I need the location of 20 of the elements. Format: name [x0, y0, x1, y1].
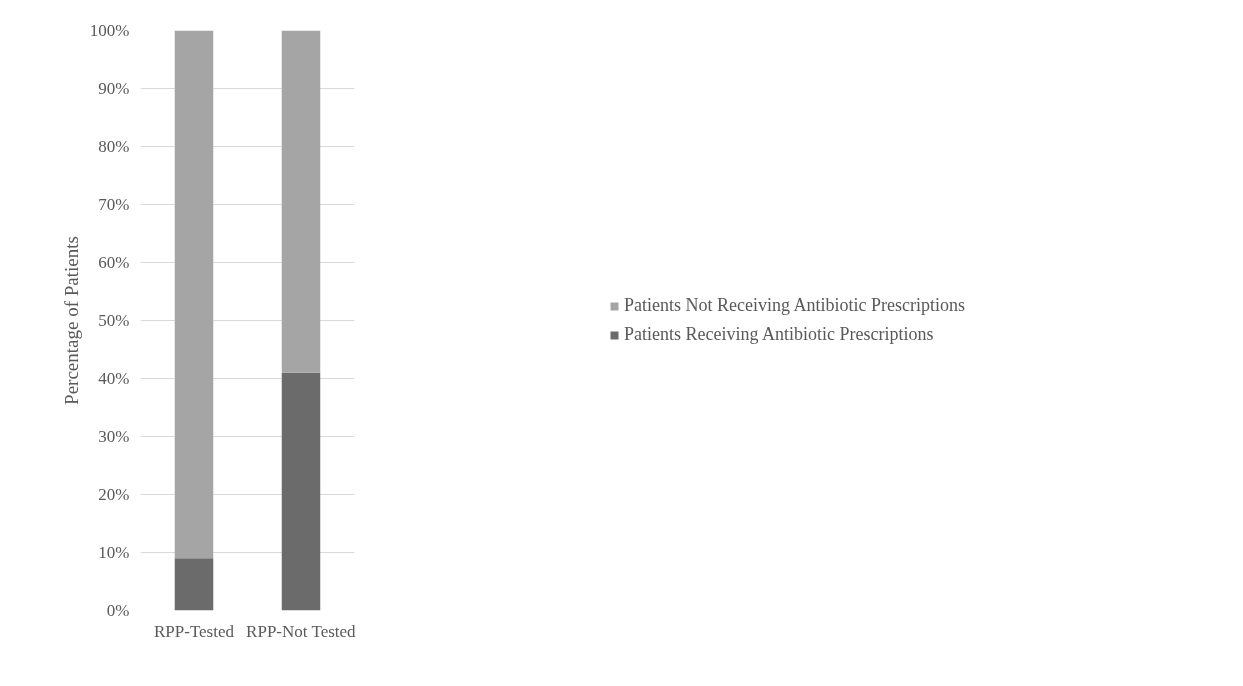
legend-label: Patients Receiving Antibiotic Prescriptions — [624, 324, 934, 345]
bar — [281, 372, 321, 611]
bar — [174, 558, 214, 611]
y-tick-label: 70% — [98, 195, 130, 214]
y-tick-label: 0% — [106, 601, 130, 620]
y-tick-label: 50% — [98, 311, 130, 330]
y-tick-label: 100% — [89, 21, 130, 40]
legend-label: Patients Not Receiving Antibiotic Prescriptions — [624, 295, 965, 316]
y-tick-label: 80% — [98, 137, 130, 156]
y-tick-label: 40% — [98, 369, 130, 388]
y-tick-label: 60% — [98, 253, 130, 272]
y-tick-label: 30% — [98, 427, 130, 446]
bar — [281, 30, 321, 373]
x-tick-label: RPP-Not Tested — [246, 621, 357, 641]
x-tick-label: RPP-Tested — [153, 621, 235, 641]
y-tick-label: 10% — [98, 543, 130, 562]
bar — [174, 30, 214, 559]
y-tick-label: 90% — [98, 79, 130, 98]
y-axis-title: Percentage of Patients — [60, 236, 82, 405]
y-tick-label: 20% — [98, 485, 130, 504]
